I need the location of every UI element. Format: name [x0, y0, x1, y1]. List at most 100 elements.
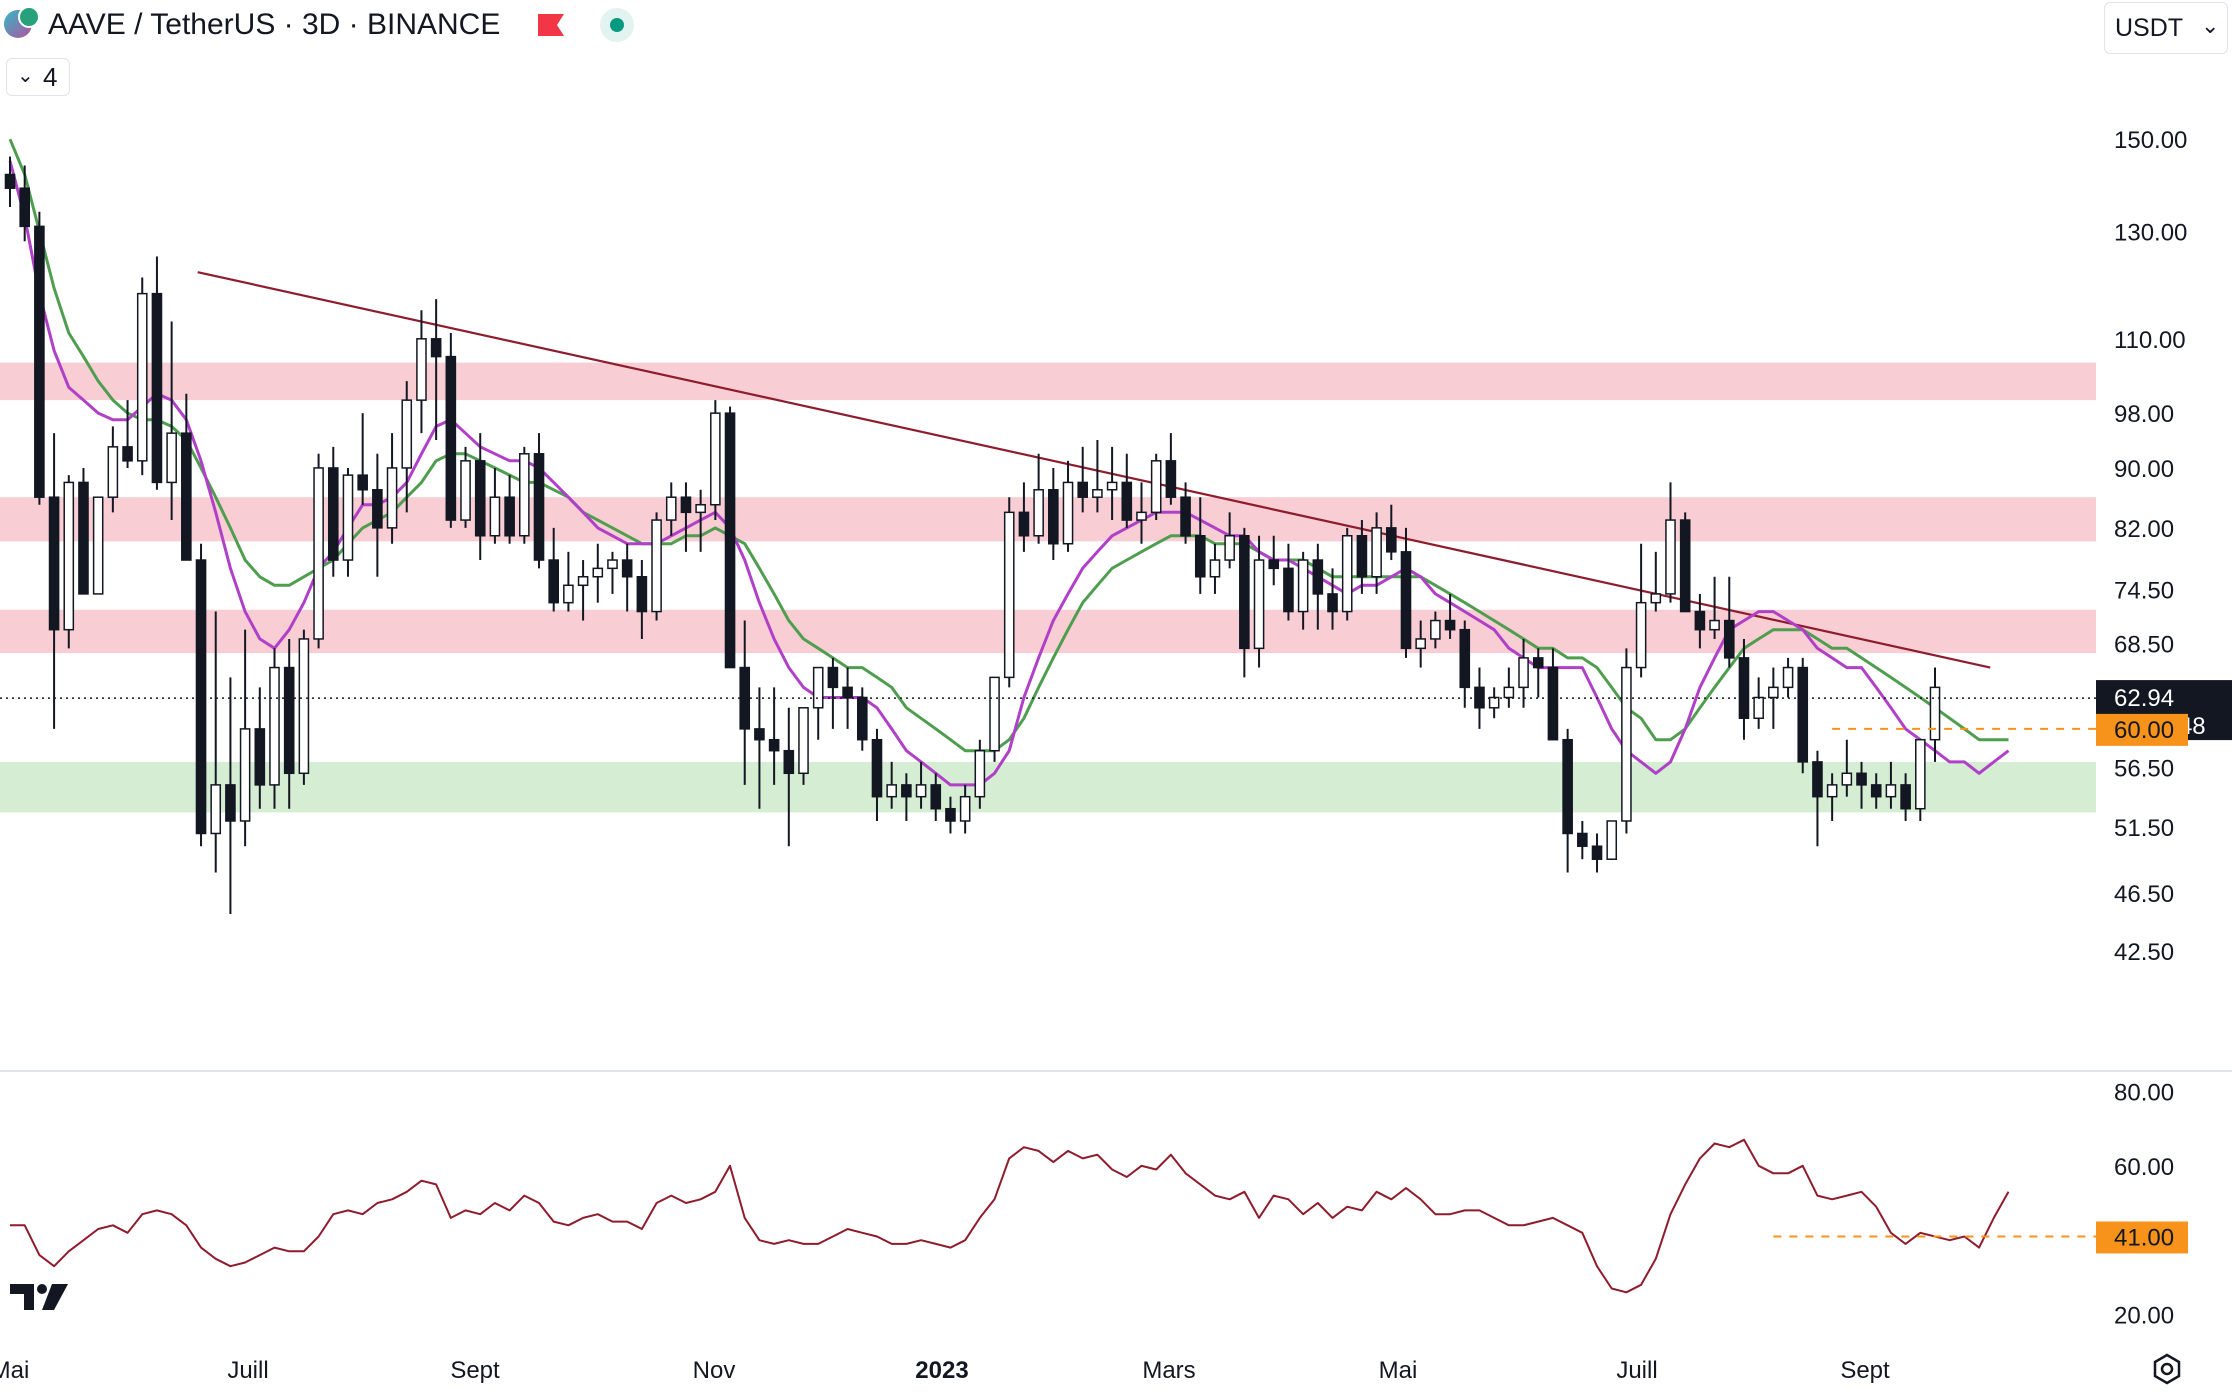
candle[interactable] [92, 496, 104, 595]
candle[interactable] [695, 489, 706, 552]
candle[interactable] [1503, 667, 1515, 708]
candle[interactable] [1797, 657, 1809, 774]
candle[interactable] [1900, 773, 1911, 821]
candle[interactable] [313, 453, 324, 649]
candle[interactable] [151, 256, 163, 490]
candle[interactable] [1929, 667, 1941, 762]
candle[interactable] [1826, 773, 1838, 821]
candle[interactable] [1547, 648, 1559, 741]
symbol-title[interactable]: AAVE / TetherUS · 3D · BINANCE [48, 8, 501, 41]
candle[interactable] [283, 638, 295, 809]
market-status-icon[interactable] [600, 8, 634, 42]
candle[interactable] [636, 560, 648, 639]
candle[interactable] [460, 446, 471, 528]
candle[interactable] [269, 648, 280, 809]
candle[interactable] [474, 433, 486, 561]
flag-icon[interactable] [538, 14, 564, 36]
candle[interactable] [1400, 527, 1412, 658]
candle[interactable] [1371, 512, 1382, 594]
candle[interactable] [1136, 482, 1147, 544]
candle[interactable] [1459, 620, 1471, 708]
candle[interactable] [871, 728, 883, 821]
candle[interactable] [1297, 551, 1309, 630]
candle[interactable] [19, 165, 30, 242]
candle[interactable] [1650, 551, 1662, 612]
candle[interactable] [1062, 460, 1074, 552]
candle[interactable] [1048, 467, 1059, 561]
candle[interactable] [1753, 677, 1764, 729]
candle[interactable] [1092, 439, 1103, 513]
candle[interactable] [959, 784, 971, 834]
candle[interactable] [548, 527, 560, 612]
candle[interactable] [915, 761, 927, 809]
ema-fast-line[interactable] [8, 160, 2010, 787]
candle[interactable] [122, 400, 133, 468]
candle[interactable] [533, 433, 545, 569]
candle[interactable] [1180, 482, 1191, 544]
candle[interactable] [519, 446, 530, 544]
candle[interactable] [1768, 667, 1779, 729]
candle[interactable] [1106, 446, 1118, 521]
candle[interactable] [445, 332, 457, 528]
candle[interactable] [1870, 773, 1882, 809]
candle[interactable] [1841, 739, 1853, 797]
candle[interactable] [136, 277, 148, 476]
resistance-zone[interactable] [0, 362, 2096, 401]
candle[interactable] [1121, 453, 1133, 528]
candle[interactable] [63, 475, 75, 649]
candle[interactable] [1356, 520, 1368, 594]
candle[interactable] [210, 611, 222, 873]
candle[interactable] [974, 739, 986, 809]
candle[interactable] [489, 467, 501, 544]
candle[interactable] [665, 482, 677, 536]
candle[interactable] [78, 467, 89, 595]
candle[interactable] [1003, 497, 1015, 688]
candle[interactable] [1283, 543, 1294, 621]
candle[interactable] [1268, 535, 1280, 586]
candle[interactable] [1679, 512, 1691, 613]
candle[interactable] [1782, 657, 1794, 698]
candle[interactable] [1606, 820, 1618, 860]
candle[interactable] [886, 761, 897, 809]
candle[interactable] [1018, 482, 1030, 552]
candle[interactable] [1591, 833, 1603, 873]
time-axis[interactable]: Mai Juill Sept Nov 2023 Mars Mai Juill Sept [0, 1357, 1890, 1384]
candle[interactable] [181, 393, 192, 561]
candle[interactable] [1430, 611, 1441, 649]
candle[interactable] [768, 687, 780, 785]
candle[interactable] [1577, 820, 1588, 860]
candle[interactable] [34, 211, 45, 505]
candle[interactable] [166, 321, 177, 521]
candle[interactable] [342, 467, 354, 577]
candle[interactable] [1532, 648, 1544, 698]
currency-select[interactable]: USDT ⌄ [2104, 2, 2228, 54]
candle[interactable] [1885, 761, 1897, 809]
oscillator-line[interactable] [10, 1138, 2010, 1294]
candle[interactable] [298, 629, 310, 785]
candle[interactable] [1709, 576, 1720, 639]
candle[interactable] [48, 433, 60, 729]
candle[interactable] [4, 156, 16, 208]
candle[interactable] [827, 657, 839, 729]
candle[interactable] [504, 475, 515, 544]
trendline[interactable] [197, 271, 1991, 669]
candle[interactable] [901, 773, 912, 821]
candle[interactable] [1415, 620, 1426, 668]
candle[interactable] [195, 543, 207, 847]
candle[interactable] [1474, 667, 1485, 729]
indicators-toggle-button[interactable]: ⌄ 4 [6, 58, 70, 96]
candle[interactable] [1033, 453, 1044, 544]
candle[interactable] [1562, 728, 1573, 873]
candle[interactable] [1665, 482, 1676, 603]
candle[interactable] [1077, 446, 1089, 513]
candle[interactable] [372, 453, 383, 577]
candle[interactable] [254, 687, 266, 809]
candle[interactable] [1239, 527, 1250, 678]
candle[interactable] [107, 426, 119, 513]
candle[interactable] [1723, 576, 1735, 668]
support-zone[interactable] [0, 761, 2096, 813]
candle[interactable] [386, 433, 398, 544]
candle[interactable] [1165, 433, 1177, 505]
candle[interactable] [357, 413, 368, 505]
candle[interactable] [856, 687, 868, 751]
